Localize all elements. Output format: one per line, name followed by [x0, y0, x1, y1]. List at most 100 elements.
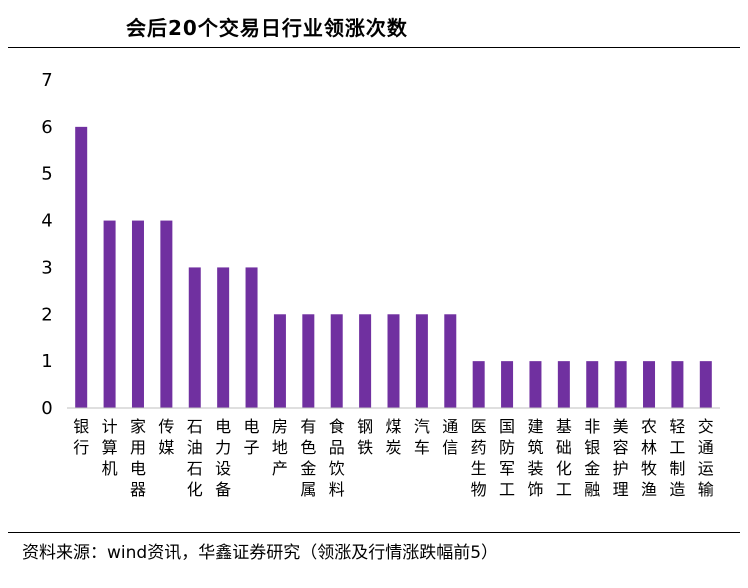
x-tick-label: 钢铁钢铁 — [357, 417, 373, 457]
x-tick-char: 饮 — [329, 459, 345, 478]
x-tick-label: 家用电器家用电器 — [130, 417, 146, 499]
bar — [359, 314, 372, 408]
x-tick-label: 有色金属有色金属 — [300, 417, 316, 499]
x-tick-char: 家 — [130, 417, 146, 436]
bar — [671, 361, 684, 408]
x-tick-char: 交 — [698, 417, 714, 436]
x-tick-char: 电 — [244, 417, 260, 436]
x-tick-label: 传媒传媒 — [158, 417, 174, 457]
y-tick-label: 7 — [41, 70, 52, 91]
x-tick-label: 交通运输交通运输 — [698, 417, 714, 499]
bar — [529, 361, 542, 408]
x-tick-label: 国防军工国防军工 — [499, 417, 515, 499]
x-tick-char: 美 — [613, 417, 629, 436]
x-tick-label: 银行银行 — [73, 417, 89, 457]
x-tick-label: 通信通信 — [442, 417, 458, 457]
y-tick-label: 0 — [41, 398, 52, 419]
source-note: 资料来源：wind资讯，华鑫证券研究（领涨及行情涨跌幅前5） — [22, 543, 499, 563]
x-tick-char: 备 — [215, 480, 231, 499]
x-tick-char: 轻 — [669, 417, 685, 436]
x-tick-char: 信 — [442, 438, 458, 457]
x-tick-char: 煤 — [385, 417, 401, 436]
x-tick-char: 化 — [556, 459, 572, 478]
bar — [131, 220, 144, 408]
x-tick-label: 汽车汽车 — [414, 417, 430, 457]
x-tick-char: 料 — [329, 480, 345, 499]
x-tick-label: 建筑装饰建筑装饰 — [527, 417, 543, 499]
bar — [103, 220, 116, 408]
x-tick-char: 石 — [187, 459, 203, 478]
x-tick-char: 食 — [329, 417, 345, 436]
x-tick-char: 渔 — [641, 480, 657, 499]
bar — [614, 361, 627, 408]
y-tick-label: 2 — [41, 304, 52, 325]
y-tick-label: 4 — [41, 211, 52, 232]
x-tick-char: 通 — [442, 417, 458, 436]
top-rule — [8, 47, 740, 48]
x-tick-char: 防 — [499, 438, 515, 457]
x-tick-char: 农 — [641, 417, 657, 436]
x-tick-char: 铁 — [357, 438, 373, 457]
x-tick-label: 计算机计算机 — [102, 417, 118, 478]
bar — [415, 314, 428, 408]
bar — [387, 314, 400, 408]
x-tick-char: 行 — [73, 438, 89, 457]
x-tick-char: 化 — [187, 480, 203, 499]
bar — [643, 361, 656, 408]
x-tick-label: 电力设备电力设备 — [215, 417, 231, 499]
y-axis: 0 1 2 3 4 5 6 7 — [41, 70, 52, 419]
x-tick-label: 食品饮料食品饮料 — [329, 417, 345, 499]
x-tick-char: 输 — [698, 480, 714, 499]
bar — [188, 267, 201, 408]
bar — [75, 126, 88, 408]
x-tick-label: 美容护理美容护理 — [613, 417, 629, 499]
x-tick-char: 子 — [244, 438, 260, 457]
x-tick-char: 理 — [613, 480, 629, 499]
bar-series — [75, 126, 712, 408]
bar — [302, 314, 315, 408]
x-tick-char: 工 — [556, 480, 572, 499]
bar — [444, 314, 457, 408]
y-tick-label: 6 — [41, 117, 52, 138]
x-tick-label: 石油石化石油石化 — [187, 417, 203, 499]
x-tick-char: 品 — [329, 438, 345, 457]
x-tick-char: 药 — [471, 438, 487, 457]
x-tick-char: 银 — [584, 438, 600, 457]
x-tick-label: 农林牧渔农林牧渔 — [641, 417, 657, 499]
x-tick-label: 房地产房地产 — [272, 417, 288, 478]
x-tick-char: 计 — [102, 417, 118, 436]
x-tick-label: 医药生物医药生物 — [471, 417, 487, 499]
x-tick-char: 油 — [187, 438, 203, 457]
bar — [160, 220, 173, 408]
x-tick-char: 国 — [499, 417, 515, 436]
x-tick-char: 地 — [272, 438, 288, 457]
x-tick-char: 工 — [669, 438, 685, 457]
x-tick-char: 传 — [158, 417, 174, 436]
x-tick-char: 机 — [102, 459, 118, 478]
x-tick-char: 非 — [584, 417, 600, 436]
x-tick-char: 石 — [187, 417, 203, 436]
x-tick-char: 牧 — [641, 459, 657, 478]
x-tick-char: 力 — [215, 438, 231, 457]
bar — [699, 361, 712, 408]
x-tick-char: 物 — [471, 480, 487, 499]
x-tick-char: 建 — [527, 417, 543, 436]
x-tick-char: 护 — [613, 459, 629, 478]
x-tick-char: 运 — [698, 459, 714, 478]
x-tick-char: 算 — [102, 438, 118, 457]
y-tick-label: 5 — [41, 164, 52, 185]
x-tick-char: 属 — [300, 480, 316, 499]
x-tick-char: 钢 — [357, 417, 373, 436]
x-tick-char: 筑 — [527, 438, 543, 457]
x-tick-char: 电 — [130, 459, 146, 478]
x-axis: 银行银行计算机计算机家用电器家用电器传媒传媒石油石化石油石化电力设备电力设备电子… — [67, 407, 720, 499]
x-tick-char: 电 — [215, 417, 231, 436]
y-tick-label: 3 — [41, 257, 52, 278]
x-tick-char: 基 — [556, 417, 572, 436]
x-tick-char: 医 — [471, 417, 487, 436]
x-tick-char: 炭 — [385, 438, 401, 457]
bottom-rule — [8, 532, 740, 533]
x-tick-char: 设 — [215, 459, 231, 478]
x-tick-char: 有 — [300, 417, 316, 436]
